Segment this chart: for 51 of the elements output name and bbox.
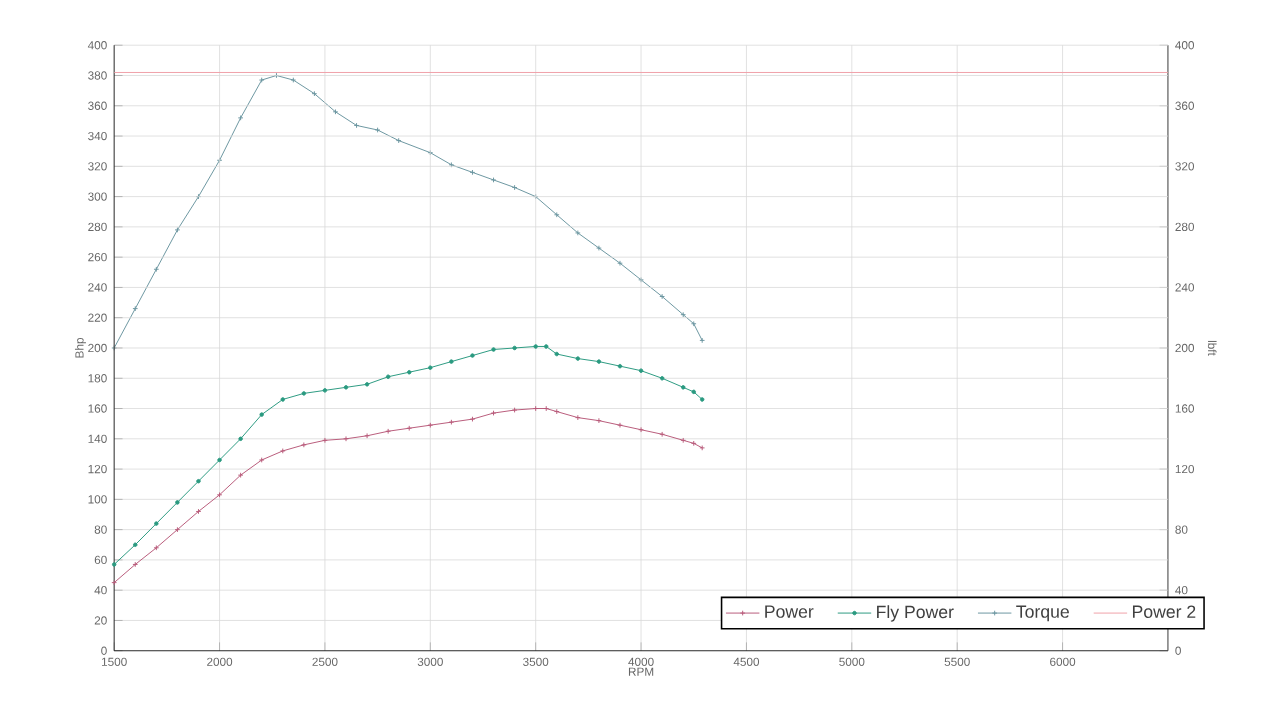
point bbox=[343, 436, 349, 442]
legend-label: Power 2 bbox=[1132, 605, 1196, 619]
point bbox=[258, 457, 265, 463]
point bbox=[427, 422, 434, 429]
point bbox=[153, 545, 160, 551]
point bbox=[406, 425, 413, 432]
point bbox=[237, 472, 244, 479]
legend-label: Fly Power bbox=[877, 605, 954, 622]
point bbox=[617, 260, 623, 267]
point bbox=[216, 492, 223, 498]
point bbox=[469, 169, 476, 176]
point bbox=[511, 407, 518, 414]
point bbox=[553, 408, 560, 415]
point bbox=[596, 245, 602, 252]
point bbox=[195, 508, 202, 515]
legend-label: Power bbox=[765, 605, 814, 618]
point bbox=[132, 561, 139, 568]
point bbox=[617, 422, 623, 429]
point bbox=[174, 526, 181, 533]
point bbox=[153, 266, 160, 273]
point bbox=[332, 109, 339, 115]
point bbox=[132, 305, 139, 312]
point bbox=[469, 416, 476, 423]
legend-label: Torque bbox=[1016, 605, 1069, 622]
point bbox=[490, 177, 497, 183]
point bbox=[279, 448, 286, 454]
point bbox=[364, 433, 370, 439]
point bbox=[311, 90, 318, 97]
point bbox=[237, 115, 244, 121]
point bbox=[301, 442, 307, 448]
point bbox=[574, 414, 581, 421]
point bbox=[511, 184, 518, 191]
point bbox=[659, 293, 665, 300]
point bbox=[174, 227, 181, 233]
point bbox=[553, 212, 560, 218]
point bbox=[596, 417, 602, 424]
point bbox=[385, 428, 391, 435]
point bbox=[680, 311, 687, 318]
point bbox=[258, 77, 265, 83]
point bbox=[680, 437, 687, 444]
point bbox=[690, 321, 697, 327]
point bbox=[290, 77, 297, 83]
point bbox=[395, 137, 402, 144]
point bbox=[490, 410, 497, 417]
point bbox=[638, 427, 644, 433]
point bbox=[374, 127, 381, 133]
point bbox=[690, 440, 697, 447]
point bbox=[659, 431, 665, 438]
point bbox=[322, 437, 328, 444]
point bbox=[448, 419, 455, 426]
point bbox=[574, 230, 581, 236]
